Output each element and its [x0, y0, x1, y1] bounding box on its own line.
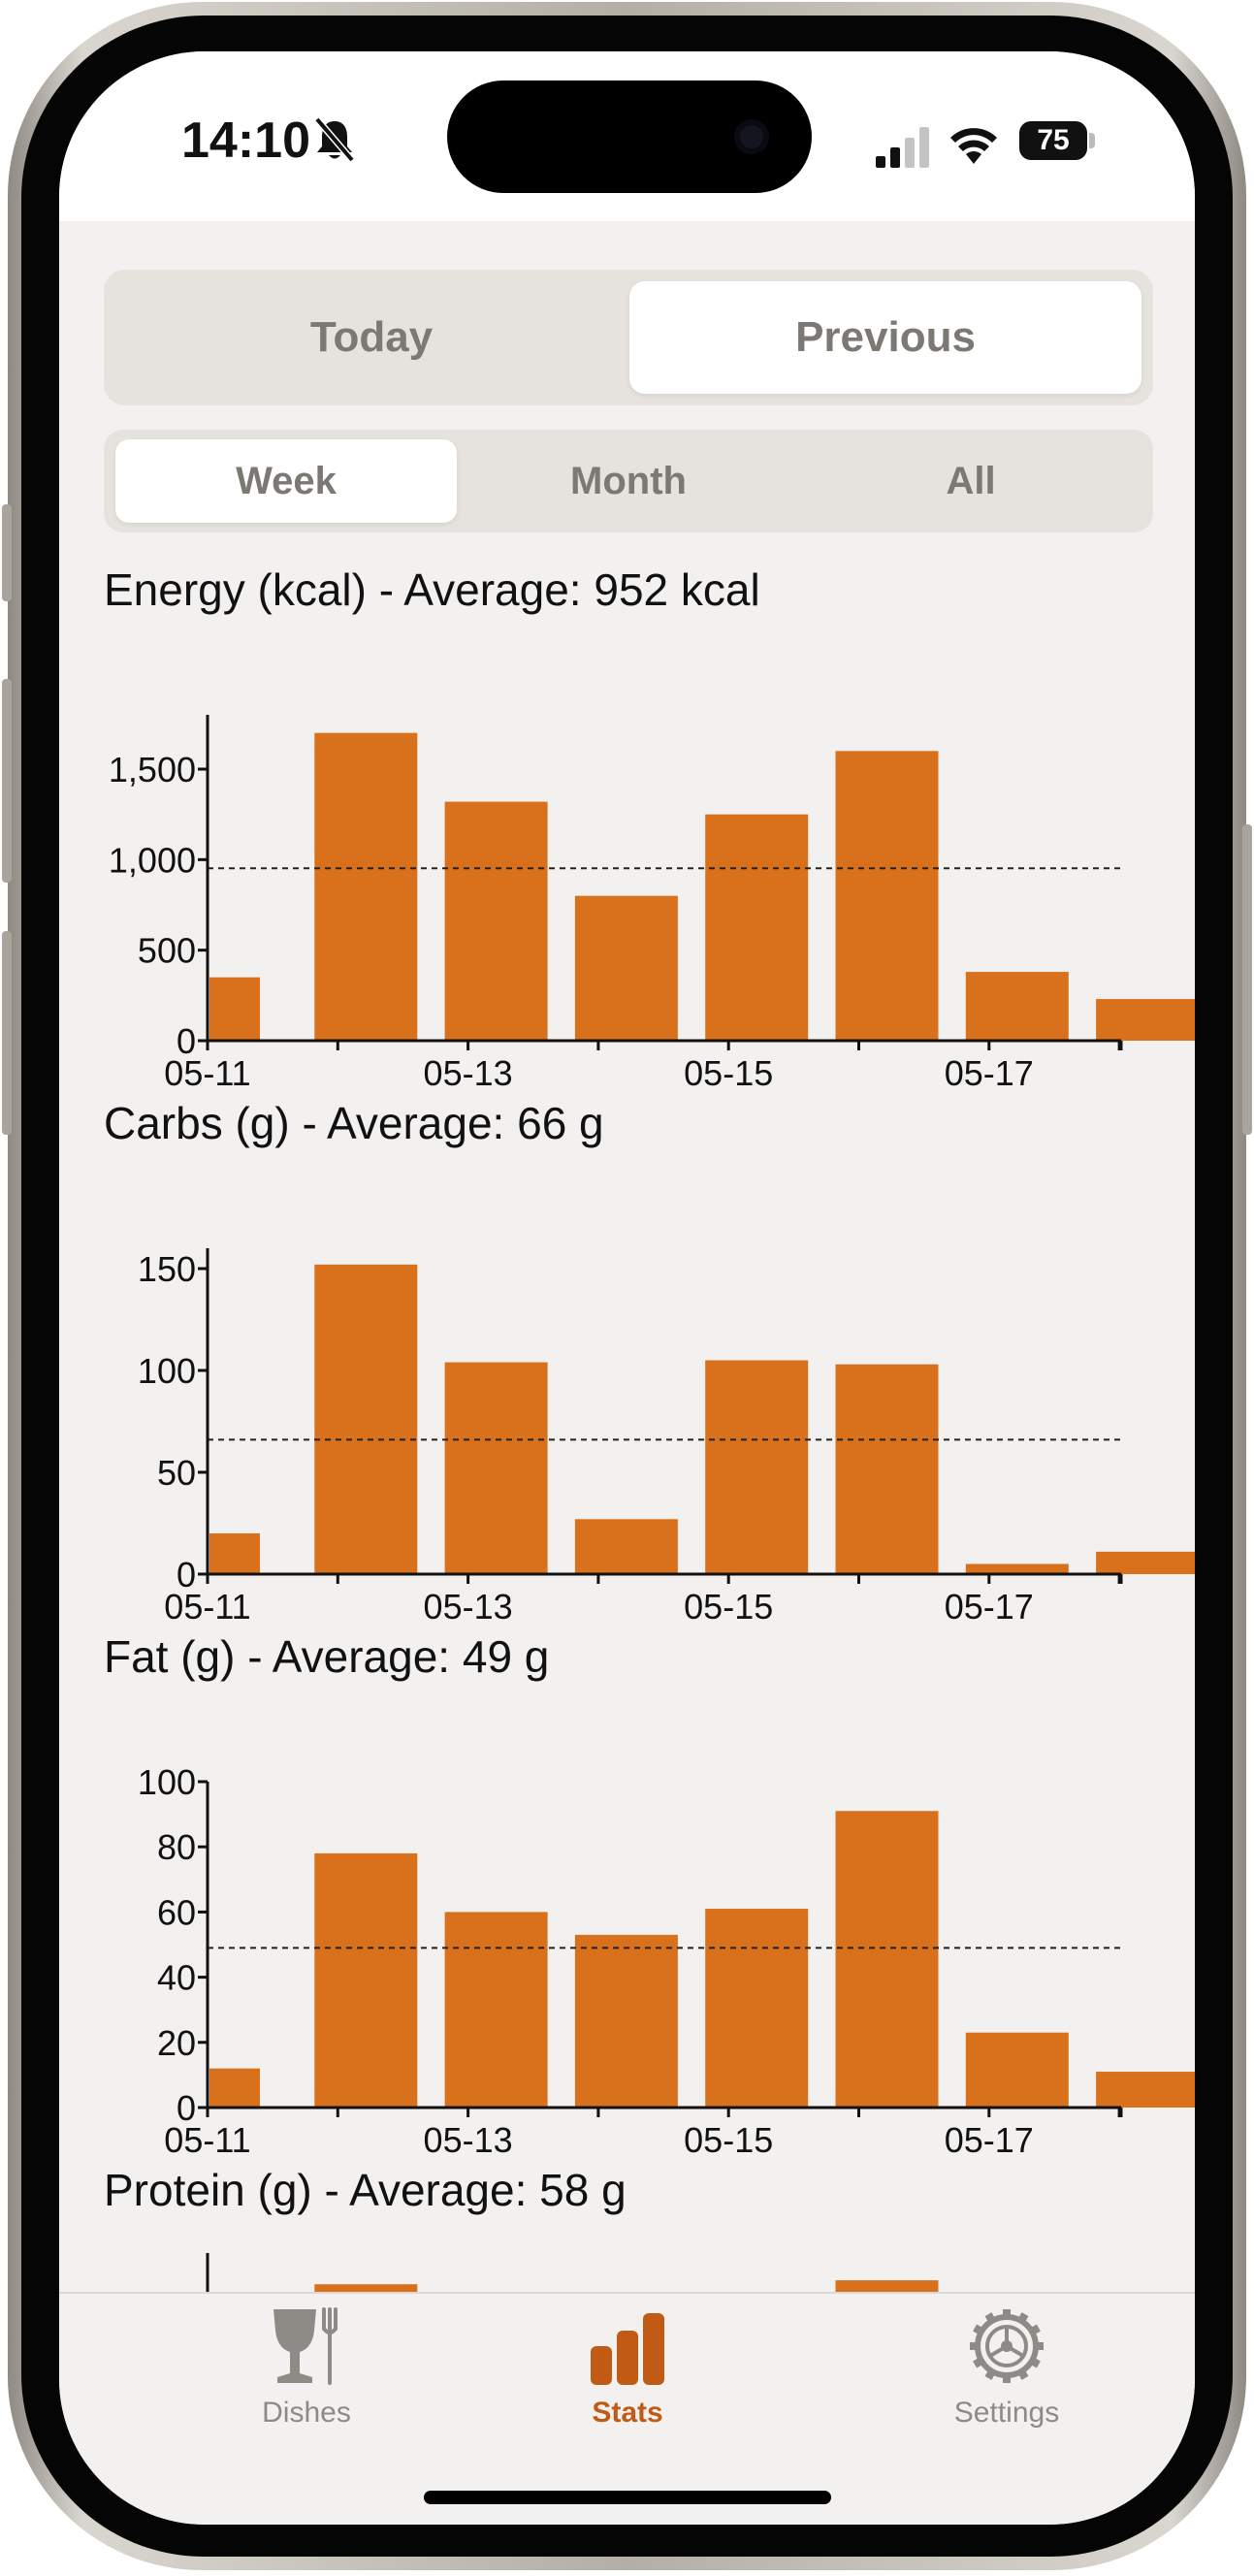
x-tick-label: 05-11 — [164, 2120, 250, 2160]
bar-05-15 — [705, 1360, 809, 1574]
bar-05-16 — [835, 1811, 939, 2108]
tab-week[interactable]: Week — [115, 439, 457, 523]
carbs-chart-title: Carbs (g) - Average: 66 g — [104, 1098, 604, 1148]
y-tick-label: 0 — [177, 1555, 196, 1594]
power-button — [1242, 824, 1252, 1135]
volume-up-button — [2, 679, 12, 883]
x-tick-label: 05-17 — [945, 2120, 1034, 2160]
tab-month[interactable]: Month — [570, 459, 687, 502]
status-bar: 14:10 75 — [59, 51, 1195, 221]
y-tick-label: 60 — [157, 1892, 196, 1932]
x-tick-label: 05-17 — [945, 1587, 1034, 1626]
bar-05-16 — [835, 1364, 939, 1574]
x-tick-label: 05-13 — [424, 1587, 513, 1626]
bar-05-16 — [835, 2280, 939, 2292]
energy-chart: 0 500 1,000 1,500 05-11 05-13 05-15 05-17 — [109, 715, 1195, 1093]
dynamic-island — [447, 80, 812, 193]
bar-05-18 — [1096, 2072, 1195, 2108]
tab-stats[interactable]: Stats — [482, 2294, 773, 2439]
bar-05-14 — [574, 895, 678, 1041]
y-tick-label: 20 — [157, 2023, 196, 2063]
bar-05-12 — [314, 2284, 418, 2292]
y-tick-label: 80 — [157, 1827, 196, 1867]
fat-chart-title: Fat (g) - Average: 49 g — [104, 1631, 550, 1682]
fat-chart: 0 20 40 60 80 100 05-11 05-13 05-15 05-17 — [138, 1762, 1195, 2160]
bar-05-11 — [209, 1533, 260, 1574]
bar-05-12 — [314, 1264, 418, 1574]
battery-tip — [1089, 133, 1095, 148]
bar-05-13 — [444, 1912, 548, 2108]
x-tick-label: 05-15 — [684, 1053, 773, 1093]
status-time: 14:10 — [181, 113, 310, 169]
bar-05-17 — [965, 1563, 1069, 1574]
gear-icon — [970, 2309, 1044, 2383]
tab-previous[interactable]: Previous — [629, 281, 1141, 394]
wifi-icon — [950, 128, 997, 164]
protein-chart — [206, 2253, 939, 2292]
protein-chart-title: Protein (g) - Average: 58 g — [104, 2165, 627, 2215]
tab-dishes[interactable]: Dishes — [161, 2294, 452, 2439]
x-tick-label: 05-17 — [945, 1053, 1034, 1093]
cellular-signal-icon — [876, 127, 929, 168]
y-tick-label: 0 — [177, 2088, 196, 2128]
y-tick-label: 100 — [138, 1351, 196, 1391]
y-tick-label: 50 — [157, 1453, 196, 1493]
stats-icon — [591, 2313, 664, 2385]
bar-05-15 — [705, 1909, 809, 2108]
bar-05-14 — [574, 1519, 678, 1574]
bar-05-12 — [314, 732, 418, 1041]
dishes-icon — [273, 2307, 338, 2385]
y-tick-label: 1,000 — [109, 840, 196, 880]
y-tick-label: 40 — [157, 1958, 196, 1998]
bar-05-17 — [965, 2032, 1069, 2108]
bar-05-18 — [1096, 1551, 1195, 1574]
y-tick-label: 100 — [138, 1762, 196, 1802]
tab-all[interactable]: All — [946, 459, 996, 502]
tab-today[interactable]: Today — [309, 313, 434, 361]
tab-settings[interactable]: Settings — [861, 2294, 1152, 2439]
action-button — [2, 504, 12, 601]
tab-settings-label: Settings — [953, 2397, 1060, 2429]
home-indicator — [424, 2491, 831, 2504]
bar-05-18 — [1096, 999, 1195, 1041]
screen: 14:10 75 Today Previous Week Month — [59, 51, 1195, 2525]
bar-05-12 — [314, 1852, 418, 2108]
bar-05-11 — [209, 977, 260, 1041]
y-tick-label: 1,500 — [109, 750, 196, 789]
x-tick-label: 05-11 — [164, 1053, 250, 1093]
tab-dishes-label: Dishes — [262, 2397, 351, 2429]
volume-down-button — [2, 931, 12, 1135]
bar-05-11 — [209, 2068, 260, 2108]
tab-stats-label: Stats — [592, 2397, 663, 2429]
bar-05-15 — [705, 814, 809, 1041]
x-tick-label: 05-15 — [684, 2120, 773, 2160]
period-segmented-control: Week Month All — [104, 430, 1153, 532]
x-tick-label: 05-13 — [424, 2120, 513, 2160]
bar-05-14 — [574, 1934, 678, 2108]
x-tick-label: 05-15 — [684, 1587, 773, 1626]
bar-05-13 — [444, 801, 548, 1041]
bell-slash-icon — [314, 116, 355, 163]
carbs-chart: 0 50 100 150 05-11 05-13 05-15 05-17 — [138, 1248, 1195, 1626]
tab-bar: Dishes Stats — [59, 2292, 1195, 2525]
range-segmented-control: Today Previous — [104, 270, 1153, 405]
bar-05-17 — [965, 972, 1069, 1041]
y-tick-label: 0 — [177, 1021, 196, 1061]
front-camera — [734, 119, 769, 154]
battery-indicator: 75 — [1019, 121, 1087, 160]
x-tick-label: 05-13 — [424, 1053, 513, 1093]
y-tick-label: 500 — [138, 931, 196, 971]
y-tick-label: 150 — [138, 1249, 196, 1289]
x-tick-label: 05-11 — [164, 1587, 250, 1626]
bar-05-13 — [444, 1362, 548, 1574]
energy-chart-title: Energy (kcal) - Average: 952 kcal — [104, 564, 760, 615]
bar-05-16 — [835, 751, 939, 1041]
